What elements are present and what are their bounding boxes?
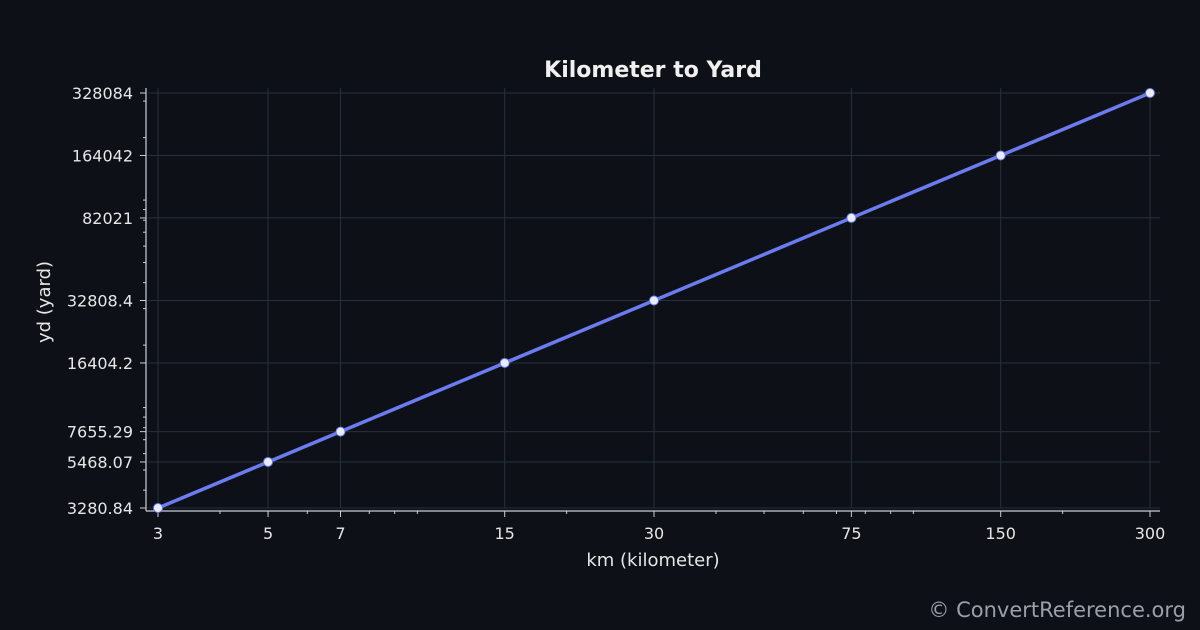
data-point bbox=[499, 357, 510, 368]
axes bbox=[145, 88, 1160, 512]
y-tick-label: 164042 bbox=[72, 146, 133, 165]
x-tick-label: 3 bbox=[153, 524, 163, 543]
y-tick-label: 32808.4 bbox=[67, 292, 133, 311]
chart-title: Kilometer to Yard bbox=[544, 58, 762, 83]
y-tick-label: 3280.84 bbox=[67, 499, 133, 518]
y-tick-label: 328084 bbox=[72, 84, 133, 103]
y-axis-label: yd (yard) bbox=[34, 261, 55, 343]
data-point bbox=[995, 150, 1006, 161]
y-tick-label: 16404.2 bbox=[67, 354, 133, 373]
series-line bbox=[157, 91, 1151, 510]
y-tick-label: 82021 bbox=[82, 209, 133, 228]
x-axis-label: km (kilometer) bbox=[586, 550, 719, 571]
watermark: © ConvertReference.org bbox=[928, 598, 1186, 622]
data-point bbox=[649, 295, 659, 306]
x-tick-label: 5 bbox=[263, 524, 273, 543]
data-point bbox=[846, 212, 857, 223]
series bbox=[153, 88, 1155, 513]
data-point bbox=[1145, 88, 1155, 98]
x-tick-label: 300 bbox=[1135, 524, 1166, 543]
x-tick-label: 75 bbox=[841, 524, 861, 543]
x-tick-label: 150 bbox=[985, 524, 1016, 543]
y-tick-label: 5468.07 bbox=[67, 453, 133, 472]
x-tick-label: 30 bbox=[644, 524, 664, 543]
data-point bbox=[335, 426, 346, 437]
data-point bbox=[263, 456, 274, 467]
data-point bbox=[153, 503, 163, 513]
x-tick-label: 15 bbox=[495, 524, 515, 543]
x-tick-label: 7 bbox=[335, 524, 345, 543]
ticks: 3 5 7 15 30 75 150 300 3280.84 5468.07 7655.29 1640… bbox=[67, 84, 1165, 543]
y-tick-label: 7655.29 bbox=[67, 423, 133, 442]
